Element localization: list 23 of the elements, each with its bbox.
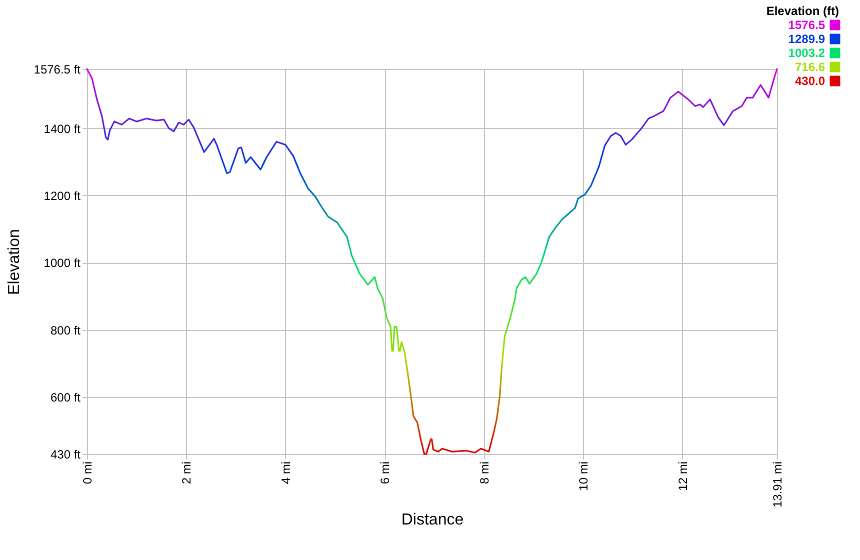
y-axis-title: Elevation (6, 229, 23, 295)
x-tick-label: 8 mi (477, 462, 492, 484)
y-tick-label: 430 ft (50, 448, 82, 462)
y-tick-label: 1576.5 ft (34, 62, 82, 76)
x-tick-label: 6 mi (378, 462, 392, 484)
color-bar-label: 1576.5 (788, 18, 826, 32)
y-tick-label: 1400 ft (44, 122, 82, 136)
color-bar-label: 430.0 (794, 74, 826, 88)
x-tick-label: 12 mi (676, 462, 690, 491)
x-axis-title: Distance (401, 512, 464, 529)
color-bar-label: 1289.9 (788, 32, 826, 46)
x-tick-label: 2 mi (180, 462, 194, 484)
color-bar-label: 716.6 (794, 60, 826, 74)
x-tick-label: 10 mi (576, 462, 591, 491)
y-tick-label: 1200 ft (44, 188, 82, 203)
y-tick-label: 600 ft (50, 390, 82, 404)
color-bar-title: Elevation (ft) (766, 4, 839, 18)
x-tick-label: 13.91 mi (770, 462, 784, 508)
y-tick-label: 1000 ft (44, 256, 82, 270)
x-tick-label: 0 mi (80, 462, 94, 484)
x-tick-label: 4 mi (278, 462, 293, 484)
y-tick-label: 800 ft (50, 323, 82, 338)
color-bar-label: 1003.2 (788, 46, 826, 60)
